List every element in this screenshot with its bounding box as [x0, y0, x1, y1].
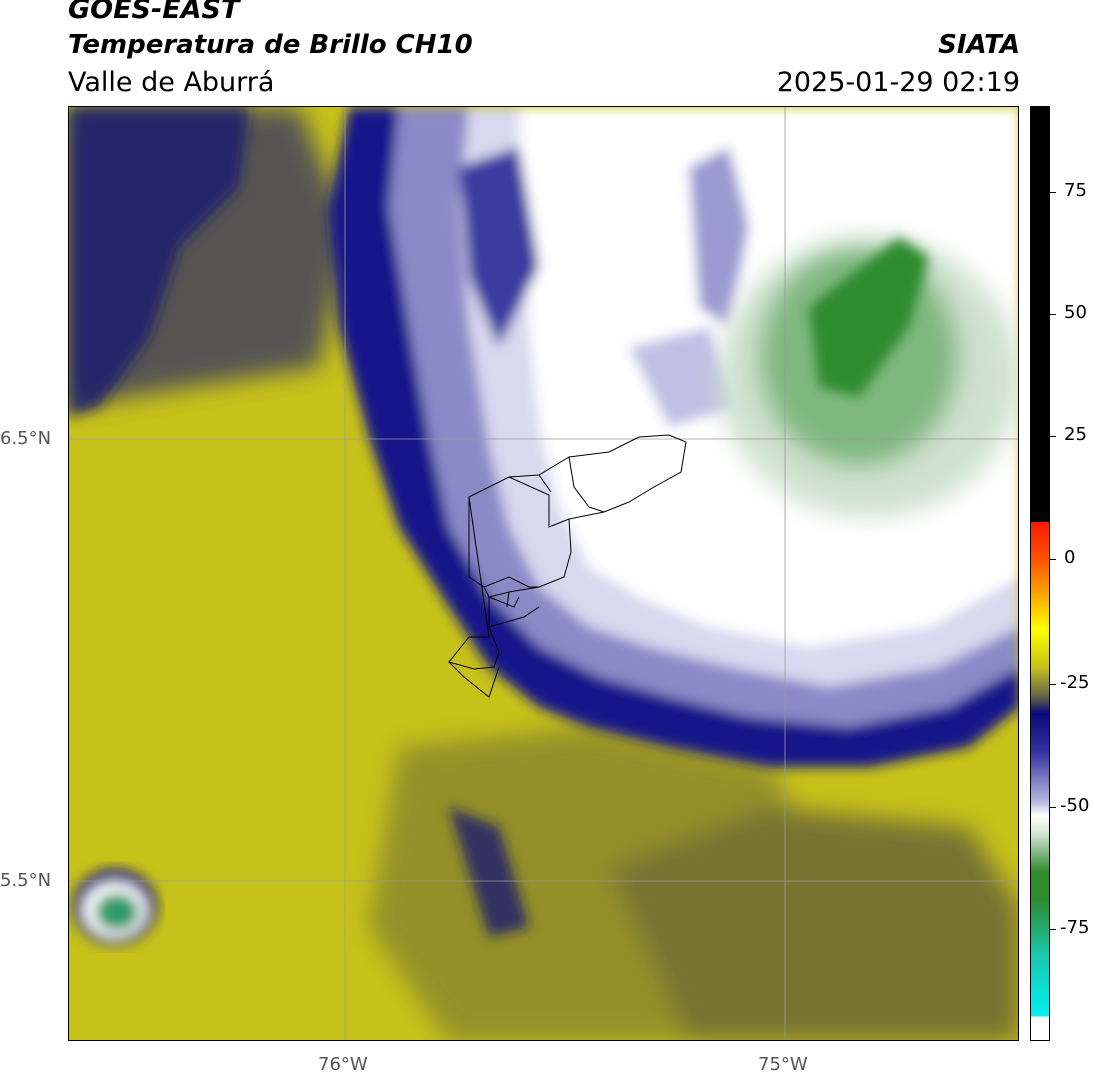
colorbar-tick [1050, 684, 1056, 685]
aburra-boundaries [448, 434, 687, 698]
region-subtitle: Valle de Aburrá [68, 67, 275, 98]
satellite-title: GOES-EAST [68, 0, 240, 25]
brand-label: SIATA [938, 30, 1020, 60]
colorbar-tick [1050, 929, 1056, 930]
colorbar-tick-label: -25 [1060, 672, 1090, 693]
lat-label-5-5: 5.5°N [0, 870, 52, 891]
colorbar-tick [1050, 192, 1056, 193]
colorbar-tick-label: -75 [1060, 917, 1090, 938]
satellite-map[interactable] [68, 106, 1019, 1041]
product-title: Temperatura de Brillo CH10 [68, 30, 473, 60]
colorbar-tick [1050, 314, 1056, 315]
lat-label-6-5: 6.5°N [0, 428, 52, 449]
map-gridlines [69, 107, 1018, 1040]
colorbar-tick-label: 75 [1064, 180, 1087, 201]
colorbar-tick [1050, 807, 1056, 808]
colorbar-tick-label: 0 [1064, 547, 1076, 568]
colorbar-tick-label: 50 [1064, 302, 1087, 323]
datetime-label: 2025-01-29 02:19 [776, 67, 1020, 98]
colorbar-tick [1050, 559, 1056, 560]
colorbar-tick-label: -50 [1060, 795, 1090, 816]
colorbar-tick-label: 25 [1064, 424, 1087, 445]
colorbar [1030, 106, 1050, 1041]
colorbar-tick [1050, 436, 1056, 437]
lon-label-76w: 76°W [318, 1054, 368, 1075]
lon-label-75w: 75°W [758, 1054, 808, 1075]
map-canvas [69, 107, 1018, 1040]
